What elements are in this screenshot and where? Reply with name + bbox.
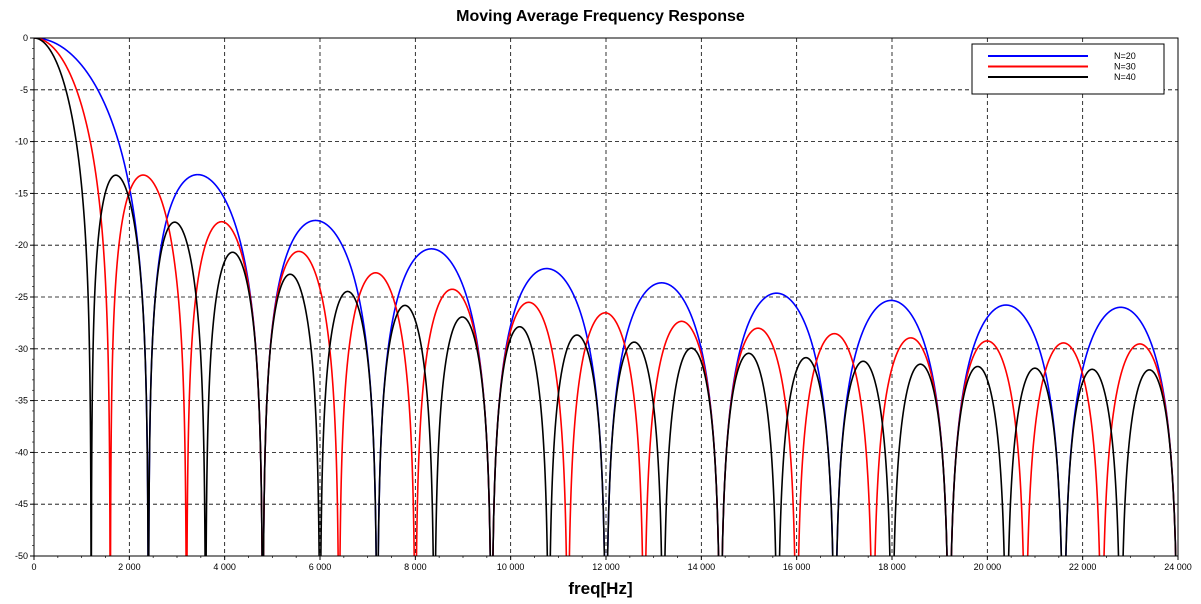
y-tick-label: -20 xyxy=(15,240,28,250)
y-tick-label: -25 xyxy=(15,292,28,302)
y-tick-label: -35 xyxy=(15,396,28,406)
x-tick-label: 2 000 xyxy=(118,562,141,572)
legend-label: N=30 xyxy=(1114,62,1136,72)
x-tick-label: 12 000 xyxy=(592,562,620,572)
y-tick-label: -40 xyxy=(15,447,28,457)
legend: N=20N=30N=40 xyxy=(971,43,1165,95)
x-tick-label: 18 000 xyxy=(878,562,906,572)
y-tick-label: -45 xyxy=(15,499,28,509)
legend-label: N=40 xyxy=(1114,72,1136,82)
y-tick-label: -10 xyxy=(15,137,28,147)
series-line-n20 xyxy=(34,38,1177,556)
x-tick-label: 10 000 xyxy=(497,562,525,572)
y-tick-label: -5 xyxy=(20,85,28,95)
x-tick-label: 14 000 xyxy=(688,562,716,572)
axis-ticks: 0 2 000 4 000 6 000 8 000 10 000 12 000 14 000 1… xyxy=(15,33,1192,572)
x-tick-label: 16 000 xyxy=(783,562,811,572)
x-tick-label: 0 xyxy=(31,562,36,572)
series-lines xyxy=(34,38,1177,556)
legend-label: N=20 xyxy=(1114,51,1136,61)
y-tick-label: 0 xyxy=(23,33,28,43)
y-tick-label: -50 xyxy=(15,551,28,561)
series-line-n30 xyxy=(34,38,1177,556)
chart-title: Moving Average Frequency Response xyxy=(456,8,745,25)
x-tick-label: 6 000 xyxy=(309,562,332,572)
series-line-n40 xyxy=(34,38,1177,556)
x-tick-label: 24 000 xyxy=(1164,562,1192,572)
x-tick-label: 8 000 xyxy=(404,562,427,572)
x-tick-label: 4 000 xyxy=(213,562,236,572)
legend-box xyxy=(971,43,1165,95)
y-tick-label: -30 xyxy=(15,344,28,354)
x-axis-label: freq[Hz] xyxy=(568,579,633,598)
x-tick-label: 20 000 xyxy=(974,562,1002,572)
y-tick-label: -15 xyxy=(15,188,28,198)
x-tick-label: 22 000 xyxy=(1069,562,1097,572)
grid xyxy=(34,38,1178,556)
